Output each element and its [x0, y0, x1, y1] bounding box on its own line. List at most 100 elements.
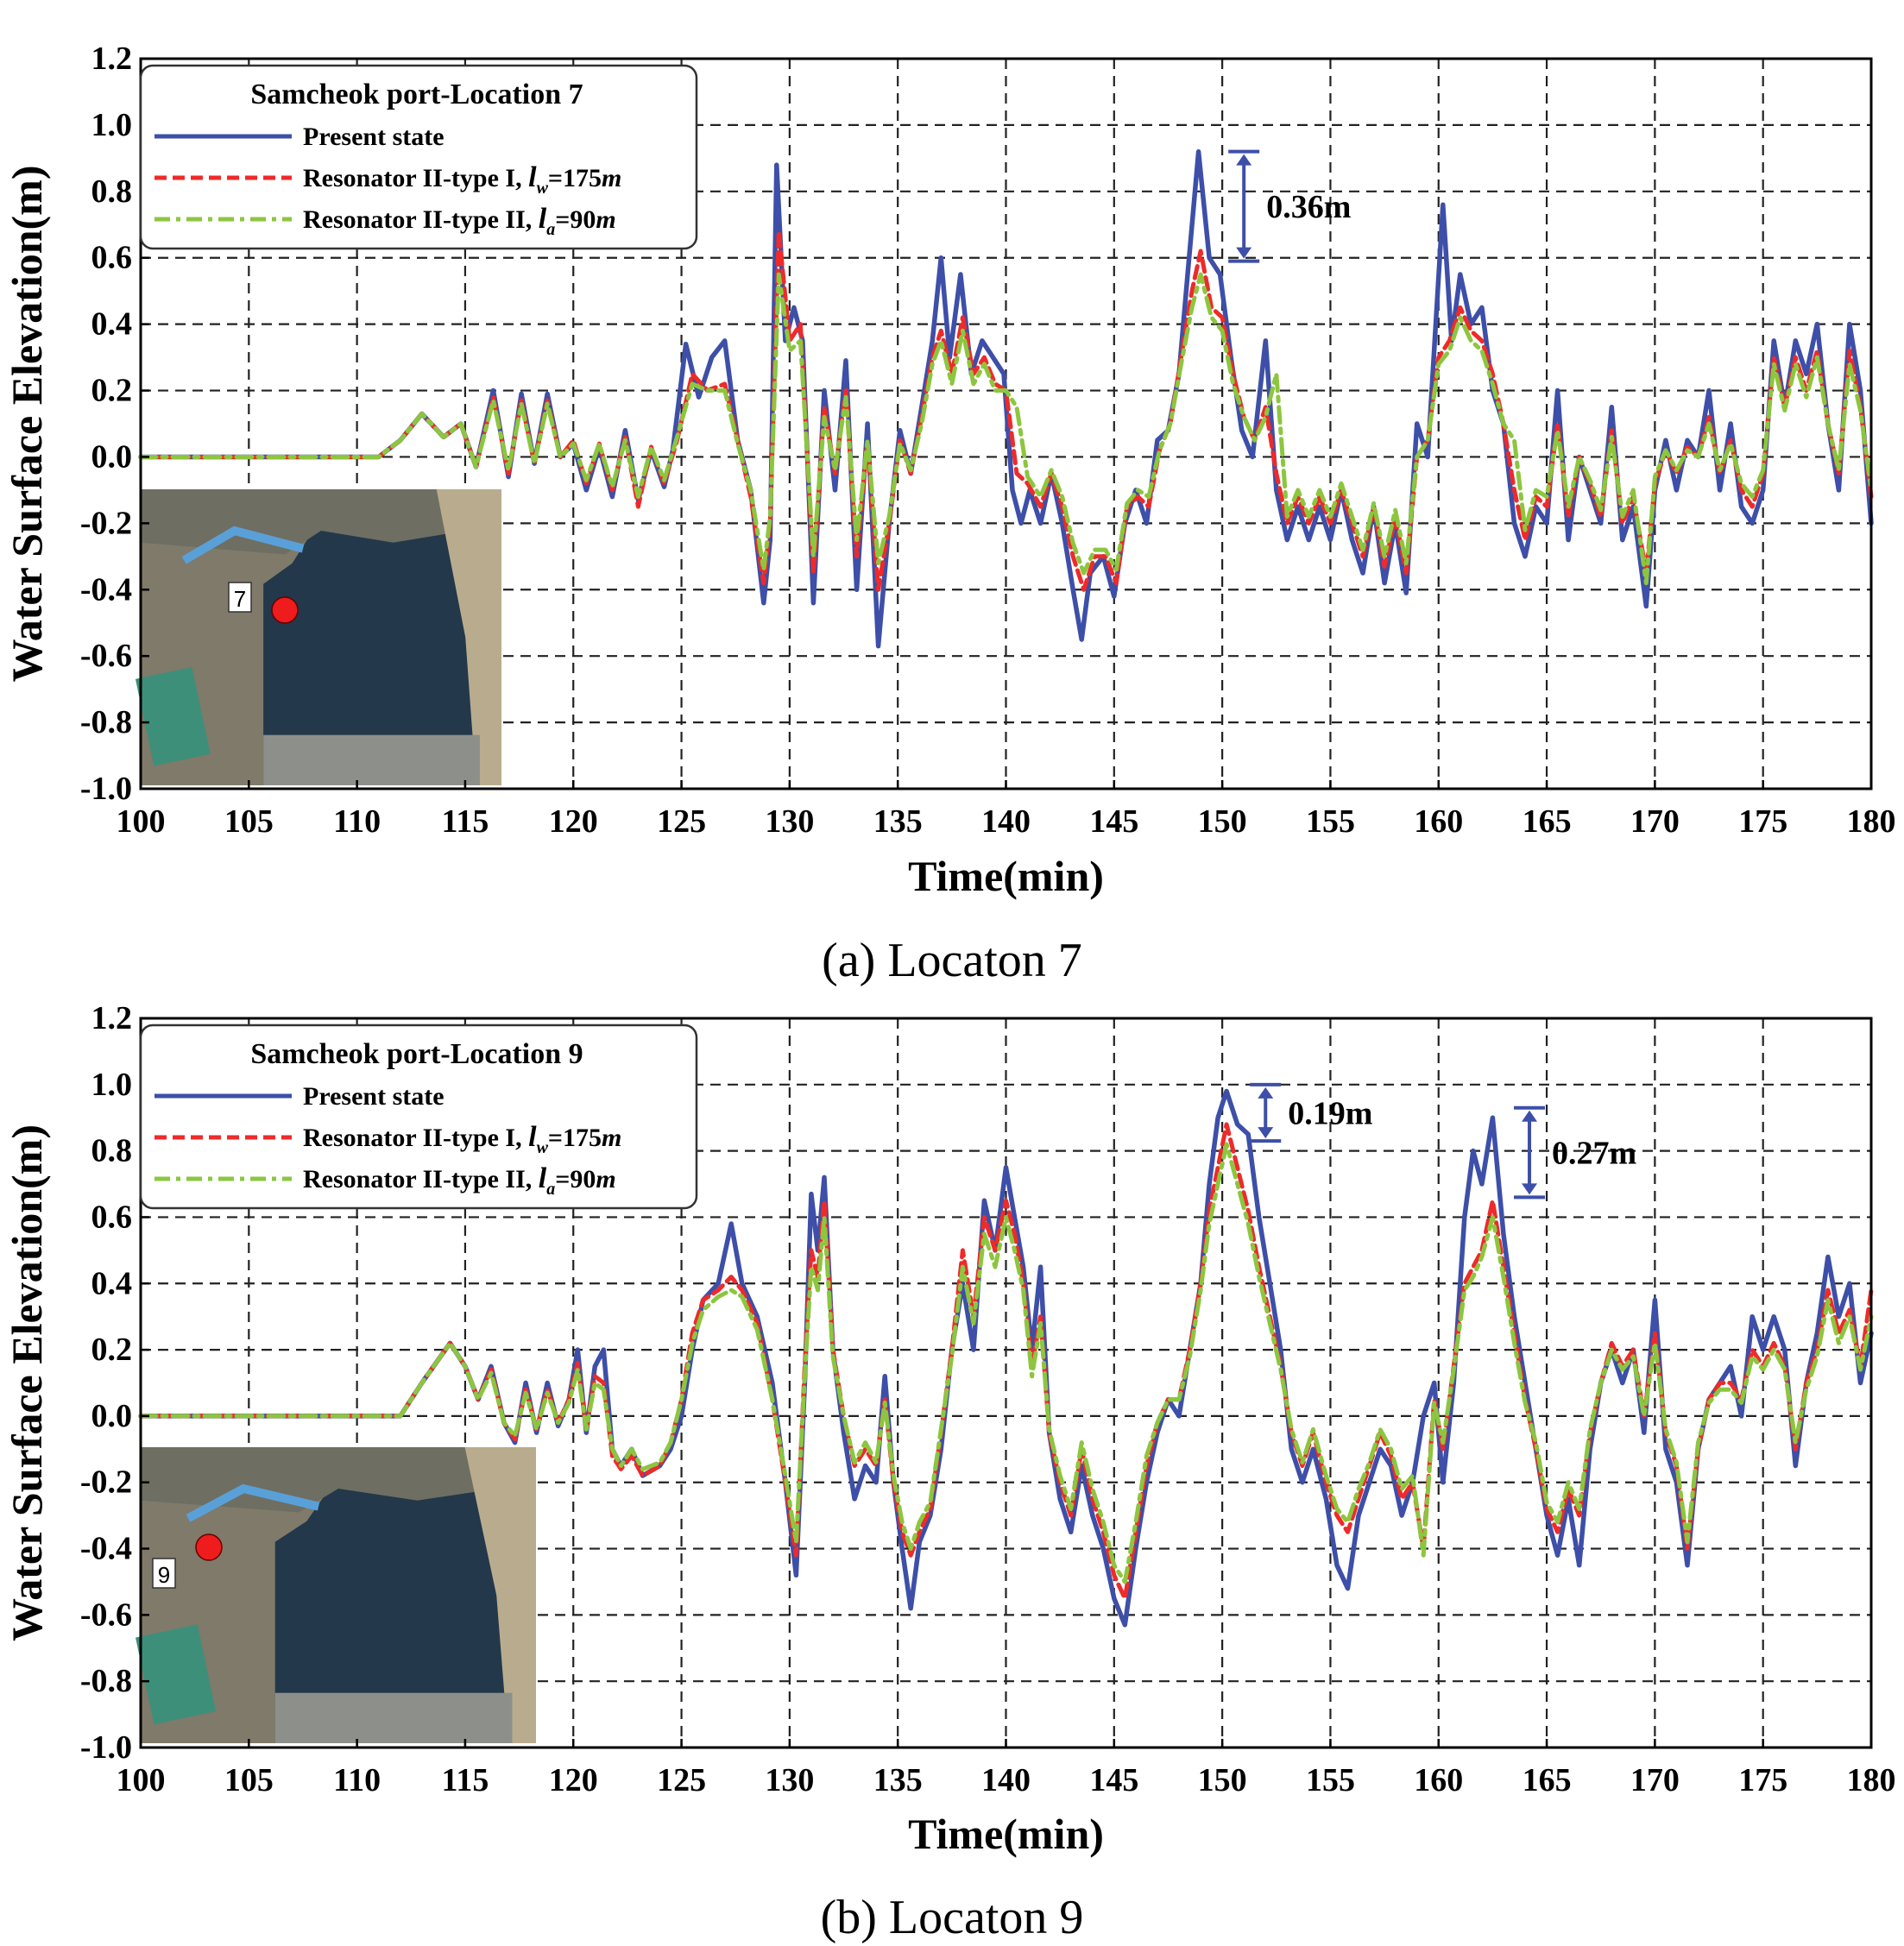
y-tick-label: -0.6 — [80, 638, 132, 674]
x-tick-label: 175 — [1738, 1762, 1787, 1798]
legend-entry-subscript: a — [546, 1180, 555, 1199]
legend: Samcheok port-Location 7 Present state Res… — [139, 64, 698, 250]
tick-labels: 100 105 110 115 120 125 130 135 140 145 150 155 160 1… — [80, 41, 1896, 840]
location-label: 7 — [234, 586, 246, 612]
annotations: 0.19m 0.27m — [1250, 1082, 1636, 1200]
inset-green-roof — [135, 667, 211, 766]
y-tick-label: 1.2 — [91, 1000, 133, 1036]
x-tick-label: 105 — [224, 1762, 274, 1798]
legend: Samcheok port-Location 9 Present state Res… — [139, 1023, 698, 1210]
x-tick-label: 120 — [549, 803, 598, 840]
y-tick-label: 1.0 — [91, 107, 133, 143]
inset-pier-south — [274, 1692, 513, 1743]
annotation-arrowhead-down — [1522, 1183, 1538, 1195]
legend-entry-symbol: l — [528, 1121, 537, 1153]
legend-entry-symbol: l — [539, 203, 547, 235]
x-tick-label: 180 — [1847, 1762, 1896, 1798]
annotation-arrowhead-up — [1522, 1110, 1538, 1122]
annotation-label: 0.36m — [1266, 189, 1351, 225]
legend-entry-subscript: a — [546, 220, 555, 239]
legend-entry-subscript: w — [537, 179, 549, 198]
inset-map: 7 — [135, 489, 501, 785]
x-tick-label: 125 — [657, 803, 706, 840]
y-tick-label: 0.8 — [91, 173, 133, 210]
annotation-label: 0.27m — [1552, 1136, 1636, 1172]
annotation-arrowhead-up — [1236, 154, 1252, 166]
y-tick-label: 0.0 — [91, 438, 133, 475]
x-tick-label: 110 — [333, 1762, 381, 1798]
legend-box — [139, 1023, 698, 1210]
y-tick-label: -0.4 — [80, 571, 132, 608]
x-tick-label: 125 — [657, 1762, 706, 1798]
x-axis-title: Time(min) — [908, 1810, 1104, 1858]
series-group — [138, 1088, 1874, 1628]
inset-pier-south — [263, 734, 480, 785]
chart-panel-location-9: 9 100 105 110 115 120 125 130 135 140 145 150 155 160… — [3, 1000, 1896, 1944]
y-tick-label: -0.2 — [80, 1464, 132, 1501]
legend-box — [139, 64, 698, 250]
series-line-resonator-type-ii — [138, 272, 1874, 586]
y-tick-label: 0.6 — [91, 240, 133, 276]
inset-breakwater — [186, 1483, 320, 1522]
legend-entry-label: Present state — [303, 1082, 444, 1111]
legend-entry: Present state — [303, 1082, 444, 1111]
legend-entry: Resonator II-type I, lw=175m — [303, 1121, 621, 1157]
legend-entry: Resonator II-type II, la=90m — [303, 1162, 616, 1199]
x-tick-label: 155 — [1306, 1762, 1355, 1798]
annotation-arrowhead-down — [1236, 247, 1252, 259]
grid — [141, 1018, 1871, 1748]
y-tick-label: 0.2 — [91, 1332, 133, 1368]
inset-breakwater — [181, 526, 305, 564]
y-tick-label: 0.8 — [91, 1133, 133, 1169]
inset-land-east — [436, 489, 501, 785]
y-axis-title: Water Surface Elevation(m) — [3, 166, 51, 683]
x-tick-label: 110 — [333, 803, 381, 840]
legend-entry-label: Present state — [303, 123, 444, 151]
legend-entry-label: Resonator II-type I, — [303, 164, 528, 192]
y-tick-label: -0.2 — [80, 505, 132, 541]
x-tick-label: 130 — [765, 1762, 814, 1798]
legend-entry-value: =90 — [555, 1165, 596, 1193]
legend-entry: Present state — [303, 123, 444, 151]
y-tick-label: 0.0 — [91, 1398, 133, 1434]
x-tick-label: 150 — [1198, 803, 1247, 840]
x-tick-label: 165 — [1523, 1762, 1572, 1798]
legend-entry: Resonator II-type I, lw=175m — [303, 161, 621, 198]
legend-entry-symbol: l — [528, 161, 537, 193]
inset-land-north — [141, 1447, 536, 1513]
legend-entry-value: =175 — [548, 164, 602, 192]
legend-entry-label: Resonator II-type II, — [303, 1165, 539, 1193]
y-tick-label: 0.4 — [91, 1265, 133, 1301]
legend-entry-subscript: w — [537, 1138, 549, 1157]
x-tick-label: 105 — [224, 803, 274, 840]
annotation-arrowhead-down — [1258, 1127, 1274, 1139]
legend-entry-label: Resonator II-type I, — [303, 1124, 528, 1152]
series-line-resonator-type-ii — [138, 1142, 1874, 1584]
series-line-present-state — [138, 1088, 1874, 1628]
annotations: 0.36m — [1228, 149, 1351, 263]
y-tick-label: 1.2 — [91, 41, 133, 77]
legend-entry-unit: m — [602, 164, 621, 192]
y-tick-label: -0.6 — [80, 1596, 132, 1633]
legend-entry-value: =175 — [548, 1124, 602, 1152]
location-label-box — [228, 582, 252, 613]
x-tick-label: 145 — [1089, 1762, 1138, 1798]
y-axis-title: Water Surface Elevation(m) — [3, 1124, 51, 1641]
x-tick-label: 145 — [1089, 803, 1138, 840]
panel-caption: (b) Locaton 9 — [821, 1891, 1084, 1944]
x-tick-label: 150 — [1198, 1762, 1247, 1798]
series-group — [138, 148, 1874, 649]
x-tick-label: 170 — [1630, 803, 1680, 840]
inset-land-east — [464, 1447, 536, 1743]
y-tick-label: -1.0 — [80, 1729, 132, 1766]
y-tick-label: -1.0 — [80, 771, 132, 807]
x-tick-label: 140 — [981, 1762, 1031, 1798]
tick-labels: 100 105 110 115 120 125 130 135 140 145 150 155 160 1… — [80, 1000, 1896, 1798]
x-tick-label: 160 — [1414, 803, 1463, 840]
location-label-box — [152, 1558, 176, 1589]
x-tick-label: 160 — [1414, 1762, 1463, 1798]
legend-entry-unit: m — [596, 1165, 615, 1193]
location-marker — [271, 596, 299, 624]
x-tick-label: 130 — [765, 803, 814, 840]
inset-map: 9 — [136, 1447, 536, 1743]
